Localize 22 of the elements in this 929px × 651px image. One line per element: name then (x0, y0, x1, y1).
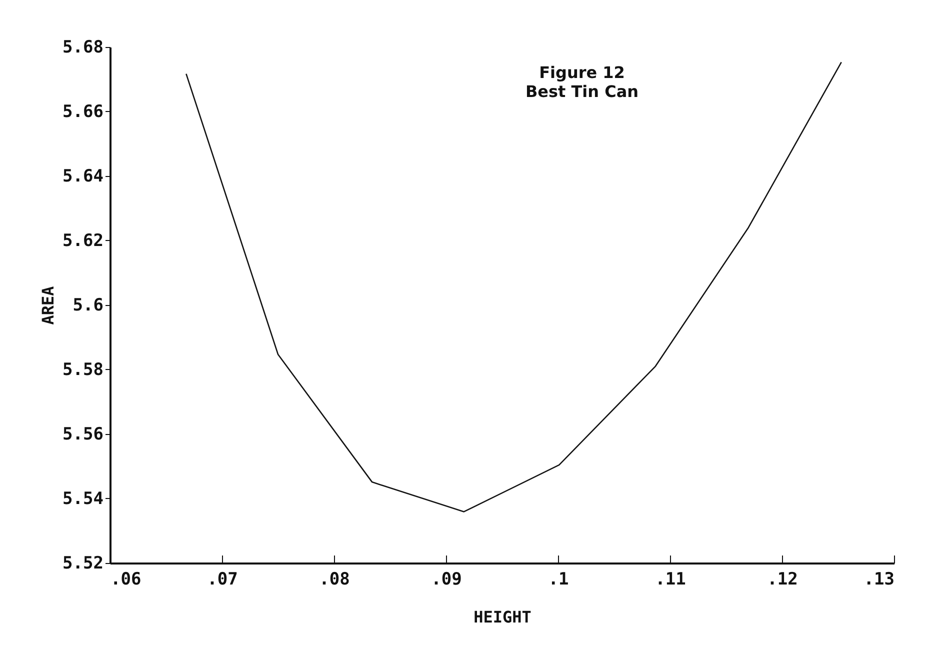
y-tick-label: 5.64 (62, 166, 104, 186)
text: Best Tin Can (525, 82, 639, 101)
x-tick-label: .13 (864, 570, 894, 590)
y-tick-label: 5.66 (62, 102, 104, 122)
y-tick-label: 5.62 (62, 231, 104, 251)
y-tick-label: 5.68 (62, 38, 104, 58)
y-axis-title: AREA (38, 286, 58, 325)
x-tick-label: .06 (110, 570, 142, 590)
x-tick-label: .09 (431, 570, 462, 590)
y-tick-label: 5.58 (62, 360, 104, 380)
x-tick-label: .1 (548, 570, 569, 590)
y-tick-label: 5.52 (62, 554, 104, 574)
text: Figure 12 (539, 63, 625, 82)
x-tick-label: .08 (319, 570, 350, 590)
x-tick-label: .12 (767, 570, 798, 590)
y-tick-label: 5.54 (62, 489, 104, 509)
x-axis-title: HEIGHT (474, 608, 532, 626)
y-tick-label: 5.6 (72, 296, 104, 316)
y-tick-label: 5.56 (62, 424, 104, 444)
line-series (186, 62, 842, 512)
x-tick-label: .11 (655, 570, 686, 590)
x-tick-label: .07 (207, 570, 238, 590)
